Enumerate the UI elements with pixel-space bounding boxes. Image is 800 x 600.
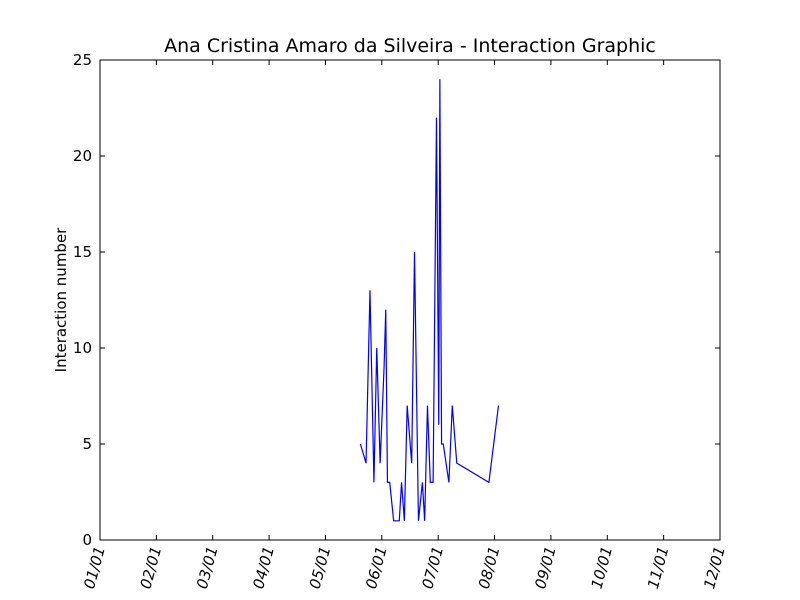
- y-axis-label: Interaction number: [52, 227, 70, 373]
- y-tick-label: 5: [82, 435, 92, 453]
- y-tick-label: 10: [73, 339, 92, 357]
- y-tick-label: 25: [73, 51, 92, 69]
- x-tick-label: 05/01: [306, 544, 335, 590]
- x-tick-label: 10/01: [588, 544, 617, 590]
- x-tick-label: 11/01: [644, 544, 673, 590]
- x-tick-label: 07/01: [418, 544, 447, 590]
- x-tick-label: 02/01: [137, 544, 166, 590]
- x-tick-label: 01/01: [80, 544, 109, 590]
- x-tick-label: 06/01: [362, 544, 391, 590]
- x-tick-label: 03/01: [193, 544, 222, 590]
- x-tick-label: 09/01: [531, 544, 560, 590]
- y-tick-label: 20: [73, 147, 92, 165]
- y-tick-label: 15: [73, 243, 92, 261]
- plot-area-frame: [100, 60, 720, 540]
- x-tick-label: 04/01: [249, 544, 278, 590]
- chart-title: Ana Cristina Amaro da Silveira - Interac…: [164, 35, 656, 57]
- x-tick-label: 12/01: [700, 544, 729, 590]
- x-tick-label: 08/01: [475, 544, 504, 590]
